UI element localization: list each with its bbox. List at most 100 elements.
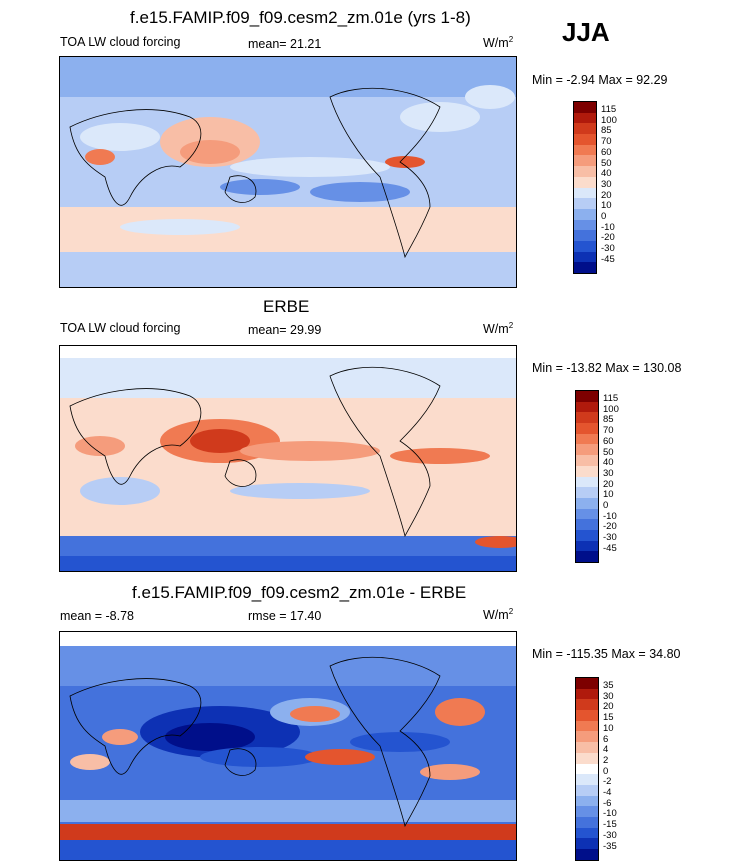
colorbar-segment bbox=[576, 752, 598, 764]
colorbar-segment bbox=[574, 262, 596, 273]
colorbar-segment bbox=[574, 198, 596, 209]
colorbar-segment bbox=[576, 540, 598, 552]
colorbar-segment bbox=[576, 710, 598, 721]
colorbar-tick-label: -45 bbox=[603, 542, 617, 554]
panel2-title: ERBE bbox=[263, 297, 310, 316]
colorbar-segment bbox=[576, 401, 598, 413]
colorbar-tick-label: -30 bbox=[603, 532, 617, 544]
colorbar-tick-label: -10 bbox=[603, 510, 617, 522]
colorbar-segment bbox=[576, 423, 598, 434]
colorbar-segment bbox=[574, 208, 596, 220]
colorbar-tick-label: 115 bbox=[601, 104, 617, 115]
colorbar-tick-label: 35 bbox=[603, 680, 614, 691]
colorbar-segment bbox=[574, 102, 596, 113]
colorbar-segment bbox=[574, 176, 596, 188]
colorbar-segment bbox=[576, 816, 598, 828]
colorbar-tick-label: -45 bbox=[601, 253, 615, 265]
colorbar-tick-label: 0 bbox=[603, 500, 609, 511]
panel2-units: W/m2 bbox=[483, 321, 514, 337]
colorbar-segment bbox=[576, 763, 598, 775]
colorbar-tick-label: 60 bbox=[603, 435, 614, 447]
colorbar-segment bbox=[576, 678, 598, 689]
season-label: JJA bbox=[562, 17, 610, 47]
colorbar-tick-label: 20 bbox=[603, 701, 614, 713]
colorbar-tick-label: -20 bbox=[601, 232, 615, 244]
colorbar-tick-label: 30 bbox=[601, 178, 612, 190]
colorbar-segment bbox=[574, 123, 596, 135]
panel2-variable: TOA LW cloud forcing bbox=[60, 321, 181, 335]
panel1-title: f.e15.FAMIP.f09_f09.cesm2_zm.01e (yrs 1-… bbox=[130, 8, 471, 27]
colorbar-tick-label: 0 bbox=[603, 765, 609, 777]
panel1-minmax: Min = -2.94 Max = 92.29 bbox=[532, 73, 668, 87]
colorbar-segment bbox=[576, 551, 598, 562]
colorbar-tick-label: 50 bbox=[603, 446, 614, 458]
colorbar-tick-label: 10 bbox=[603, 489, 614, 501]
colorbar-segment bbox=[576, 827, 598, 839]
panel3-mean: mean = -8.78 bbox=[60, 609, 135, 623]
colorbar-tick-label: 40 bbox=[601, 168, 612, 180]
colorbar-segment bbox=[576, 433, 598, 445]
colorbar-segment bbox=[576, 487, 598, 498]
colorbar-tick-label: 70 bbox=[601, 136, 612, 148]
colorbar-tick-label: 60 bbox=[601, 146, 612, 158]
colorbar-segment bbox=[574, 219, 596, 231]
colorbar-segment bbox=[576, 784, 598, 796]
colorbar-tick-label: -30 bbox=[603, 829, 617, 841]
colorbar-segment bbox=[576, 849, 598, 860]
colorbar-segment bbox=[574, 187, 596, 199]
colorbar-tick-label: -10 bbox=[603, 808, 617, 820]
colorbar-tick-label: 115 bbox=[603, 393, 619, 404]
panel1-variable: TOA LW cloud forcing bbox=[60, 35, 181, 49]
colorbar-tick-label: 30 bbox=[603, 690, 614, 702]
colorbar-tick-label: 70 bbox=[603, 425, 614, 437]
colorbar-segment bbox=[576, 731, 598, 743]
colorbar-segment bbox=[576, 529, 598, 541]
colorbar-tick-label: -2 bbox=[603, 776, 612, 788]
colorbar-segment bbox=[576, 688, 598, 700]
colorbar-segment bbox=[576, 838, 598, 849]
colorbar-tick-label: 85 bbox=[603, 414, 614, 426]
colorbar-tick-label: 20 bbox=[603, 478, 614, 490]
colorbar-tick-label: 4 bbox=[603, 744, 609, 756]
colorbar-segment bbox=[574, 112, 596, 124]
colorbar-tick-label: -30 bbox=[601, 243, 615, 255]
colorbar-tick-label: 100 bbox=[603, 403, 619, 415]
panel3-minmax: Min = -115.35 Max = 34.80 bbox=[532, 647, 681, 661]
colorbar-tick-label: 40 bbox=[603, 457, 614, 469]
colorbar-segment bbox=[576, 412, 598, 424]
panel2-minmax: Min = -13.82 Max = 130.08 bbox=[532, 361, 682, 375]
colorbar-tick-label: 10 bbox=[601, 200, 612, 212]
colorbar-segment bbox=[576, 774, 598, 785]
panel3-colorbar bbox=[575, 677, 599, 861]
colorbar-segment bbox=[576, 508, 598, 520]
colorbar-segment bbox=[574, 230, 596, 241]
colorbar-segment bbox=[576, 806, 598, 817]
colorbar-tick-label: -20 bbox=[603, 521, 617, 533]
panel2-colorbar bbox=[575, 390, 599, 563]
colorbar-segment bbox=[574, 166, 596, 177]
colorbar-segment bbox=[576, 720, 598, 732]
colorbar-segment bbox=[576, 455, 598, 466]
colorbar-tick-label: -15 bbox=[603, 819, 617, 831]
panel2-map bbox=[59, 345, 517, 572]
colorbar-tick-label: 15 bbox=[603, 712, 614, 724]
colorbar-segment bbox=[574, 144, 596, 156]
colorbar-tick-label: -6 bbox=[603, 797, 612, 809]
colorbar-segment bbox=[574, 134, 596, 145]
panel1-mean: mean= 21.21 bbox=[248, 37, 322, 51]
colorbar-segment bbox=[576, 795, 598, 807]
colorbar-tick-label: 50 bbox=[601, 157, 612, 169]
colorbar-segment bbox=[576, 476, 598, 488]
panel1-map bbox=[59, 56, 517, 288]
colorbar-segment bbox=[574, 240, 596, 252]
colorbar-tick-label: 10 bbox=[603, 722, 614, 734]
colorbar-segment bbox=[576, 391, 598, 402]
colorbar-segment bbox=[576, 465, 598, 477]
colorbar-tick-label: -4 bbox=[603, 787, 612, 798]
colorbar-tick-label: 2 bbox=[603, 754, 609, 766]
colorbar-tick-label: -35 bbox=[603, 840, 617, 852]
panel3-map bbox=[59, 631, 517, 861]
panel1-units: W/m2 bbox=[483, 35, 514, 51]
colorbar-segment bbox=[574, 155, 596, 167]
colorbar-tick-label: 6 bbox=[603, 733, 609, 745]
